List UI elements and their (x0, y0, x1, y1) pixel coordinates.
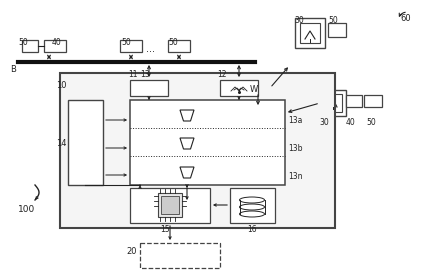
Bar (220, 80, 258, 96)
Bar (346, 95, 362, 107)
Text: 12: 12 (217, 70, 226, 79)
Text: 100: 100 (18, 205, 35, 214)
Text: 13a: 13a (288, 116, 302, 125)
Text: 13: 13 (140, 70, 150, 79)
Bar (68, 100, 103, 185)
Bar (120, 40, 142, 52)
Text: 50: 50 (366, 118, 376, 127)
Bar (300, 23, 320, 43)
Text: 50: 50 (168, 38, 178, 47)
Text: W: W (250, 85, 258, 94)
Text: 50: 50 (328, 16, 338, 25)
Text: ...: ... (146, 44, 155, 54)
Text: 14: 14 (56, 138, 67, 147)
Text: B: B (10, 65, 16, 74)
Bar (161, 196, 179, 214)
Text: 13b: 13b (288, 144, 302, 153)
Text: 50: 50 (121, 38, 131, 47)
Bar (60, 73, 335, 228)
Bar (140, 243, 220, 268)
Text: 11: 11 (128, 70, 138, 79)
Text: 40: 40 (52, 38, 62, 47)
Text: 10: 10 (56, 81, 67, 90)
Text: 20: 20 (126, 247, 136, 256)
Bar (44, 40, 66, 52)
Bar (230, 188, 275, 223)
Text: 60: 60 (400, 14, 411, 23)
Text: 50: 50 (18, 38, 28, 47)
Text: 30: 30 (319, 118, 329, 127)
Bar (328, 23, 346, 37)
Bar (130, 80, 168, 96)
Bar (324, 94, 342, 112)
Bar (364, 95, 382, 107)
Text: 40: 40 (346, 118, 356, 127)
Bar (130, 100, 285, 185)
Bar (168, 40, 190, 52)
Bar (320, 90, 346, 116)
Text: 30: 30 (294, 16, 304, 25)
Bar (22, 40, 38, 52)
Bar (158, 193, 182, 217)
Bar (295, 18, 325, 48)
Text: 15: 15 (160, 225, 170, 234)
Bar (130, 188, 210, 223)
Text: 13n: 13n (288, 172, 302, 181)
Text: 16: 16 (247, 225, 257, 234)
